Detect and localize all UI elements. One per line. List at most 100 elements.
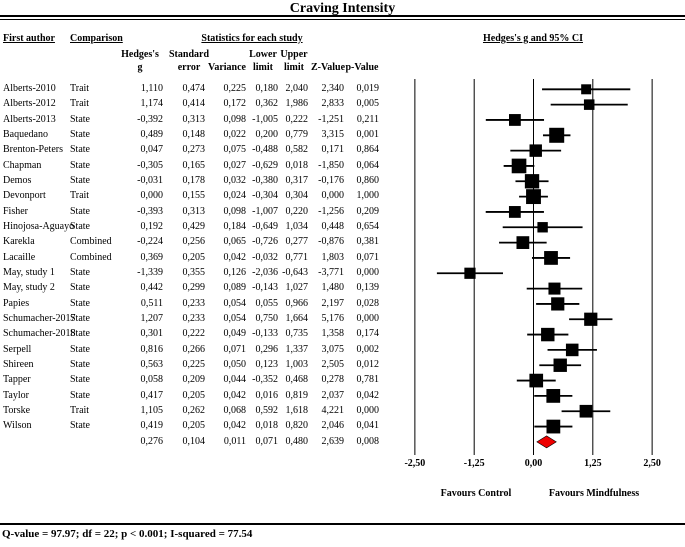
effect-square (529, 144, 542, 157)
x-axis-tick-label: -1,25 (463, 458, 485, 469)
cell-z-value: 2,037 (321, 389, 345, 401)
cell-standard-error: 0,165 (182, 159, 206, 171)
cell-variance: 0,068 (223, 405, 247, 417)
table-row: Shireen State 0,563 0,225 0,050 0,123 1,003 2,5… (0, 357, 685, 372)
overall-row: 0,276 0,104 0,011 0,071 0,480 2,639 0,008 (0, 434, 685, 449)
cell-lower-limit: 0,016 (255, 389, 279, 401)
effect-square (584, 312, 598, 326)
cell-author: Hinojosa-Aguayo (3, 221, 75, 233)
cell-author: Tapper (3, 374, 31, 386)
effect-square (548, 282, 561, 295)
cell-comparison: State (70, 420, 90, 432)
table-row: Alberts-2013 State -0,392 0,313 0,098 -1,005 0… (0, 112, 685, 127)
cell-comparison: Trait (70, 98, 90, 110)
column-header-plot: Hedges's g and 95% CI (482, 33, 583, 44)
cell-standard-error: 0,355 (182, 267, 206, 279)
table-row: Baquedano State 0,489 0,148 0,022 0,200 0,779 3… (0, 127, 685, 142)
cell-upper-limit: 0,966 (285, 297, 309, 309)
cell-upper-limit: 1,618 (285, 405, 309, 417)
table-row: Tapper State 0,058 0,209 0,044 -0,352 0,468 0,2… (0, 372, 685, 387)
cell-standard-error: 0,205 (182, 420, 206, 432)
cell-author: Papies (3, 297, 30, 309)
cell-lower-limit: -0,488 (252, 144, 278, 156)
effect-square (509, 114, 521, 126)
cell-lower-limit: -2,036 (252, 267, 278, 279)
cell-upper-limit: 0,480 (285, 435, 309, 447)
cell-p-value: 0,000 (356, 313, 380, 325)
cell-comparison: State (70, 267, 90, 279)
cell-comparison: State (70, 221, 90, 233)
cell-hedges-g: 0,058 (140, 374, 164, 386)
cell-variance: 0,089 (223, 282, 247, 294)
cell-author: Schumacher-2017 (3, 313, 76, 325)
cell-upper-limit: 0,222 (285, 113, 309, 125)
effect-square (541, 327, 555, 342)
table-row: Torske Trait 1,105 0,262 0,068 0,592 1,618 4,22… (0, 403, 685, 418)
cell-comparison: State (70, 343, 90, 355)
cell-hedges-g: 0,511 (140, 297, 163, 309)
cell-comparison: State (70, 389, 90, 401)
cell-comparison: Trait (70, 190, 90, 202)
cell-comparison: State (70, 129, 90, 141)
cell-z-value: 0,278 (321, 374, 345, 386)
cell-hedges-g: 0,816 (140, 343, 164, 355)
cell-author: Fisher (3, 205, 28, 217)
cell-standard-error: 0,313 (182, 205, 206, 217)
cell-z-value: 1,480 (321, 282, 345, 294)
cell-variance: 0,126 (223, 267, 247, 279)
table-row: Wilson State 0,419 0,205 0,042 0,018 0,820 2,04… (0, 418, 685, 433)
cell-lower-limit: 0,200 (255, 129, 279, 141)
cell-standard-error: 0,225 (182, 359, 206, 371)
cell-upper-limit: 0,820 (285, 420, 309, 432)
cell-lower-limit: 0,018 (255, 420, 279, 432)
favours-mindfulness-label: Favours Mindfulness (548, 488, 640, 499)
cell-p-value: 0,000 (356, 405, 380, 417)
effect-square (529, 373, 544, 388)
cell-comparison: State (70, 205, 90, 217)
cell-standard-error: 0,299 (182, 282, 206, 294)
cell-variance: 0,049 (223, 328, 247, 340)
effect-square (544, 251, 558, 265)
cell-hedges-g: 0,000 (140, 190, 164, 202)
effect-square (551, 297, 565, 311)
stat-subheader: Variance (208, 62, 246, 73)
cell-upper-limit: 1,337 (285, 343, 309, 355)
effect-square (524, 174, 540, 189)
cell-variance: 0,027 (223, 159, 247, 171)
cell-lower-limit: -0,352 (252, 374, 278, 386)
cell-author: Serpell (3, 343, 32, 355)
cell-upper-limit: 1,986 (285, 98, 309, 110)
stat-subheader: Standard (168, 49, 209, 60)
cell-upper-limit: 2,040 (285, 83, 309, 95)
cell-comparison: Trait (70, 83, 90, 95)
cell-author: Chapman (3, 159, 42, 171)
stat-subheader: Hedges's (121, 49, 159, 60)
cell-upper-limit: 0,582 (285, 144, 309, 156)
cell-variance: 0,098 (223, 205, 247, 217)
effect-square (549, 127, 565, 143)
cell-author: Alberts-2010 (3, 83, 56, 95)
cell-author: Lacaille (3, 251, 36, 263)
cell-p-value: 0,002 (356, 343, 380, 355)
cell-upper-limit: 0,277 (285, 236, 309, 248)
table-row: Taylor State 0,417 0,205 0,042 0,016 0,819 2,03… (0, 388, 685, 403)
cell-p-value: 0,042 (356, 389, 380, 401)
cell-standard-error: 0,205 (182, 389, 206, 401)
cell-hedges-g: -0,031 (137, 175, 163, 187)
cell-standard-error: 0,256 (182, 236, 206, 248)
table-row: Papies State 0,511 0,233 0,054 0,055 0,966 2,19… (0, 296, 685, 311)
cell-variance: 0,042 (223, 389, 247, 401)
cell-upper-limit: 1,664 (285, 313, 309, 325)
cell-standard-error: 0,178 (182, 175, 206, 187)
cell-upper-limit: 0,018 (285, 159, 309, 171)
cell-p-value: 0,008 (356, 435, 380, 447)
cell-comparison: State (70, 374, 90, 386)
cell-lower-limit: -0,629 (252, 159, 278, 171)
cell-author: Demos (3, 175, 32, 187)
cell-comparison: State (70, 297, 90, 309)
cell-z-value: 0,000 (321, 190, 345, 202)
cell-upper-limit: 0,220 (285, 205, 309, 217)
cell-comparison: Combined (70, 251, 112, 263)
x-axis-tick-label: -2,50 (404, 458, 426, 469)
